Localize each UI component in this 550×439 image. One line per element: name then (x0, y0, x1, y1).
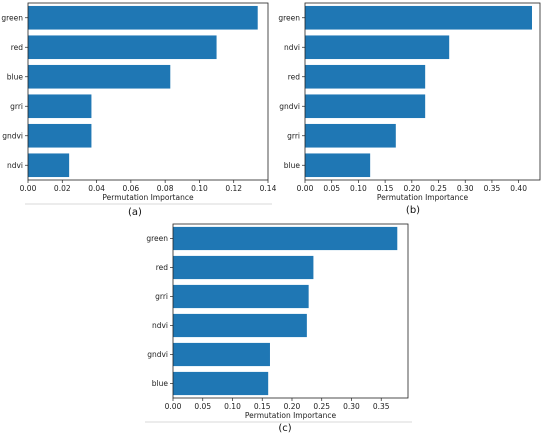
panel-label: (a) (128, 207, 142, 218)
category-label-blue: blue (284, 161, 301, 170)
bar-green (305, 5, 532, 30)
category-label-red: red (288, 72, 301, 81)
x-tick-label: 0.05 (323, 184, 340, 193)
x-tick-label: 0.00 (20, 184, 37, 193)
category-label-blue: blue (152, 379, 169, 388)
x-tick-label: 0.12 (225, 184, 242, 193)
bar-ndvi (173, 313, 307, 338)
x-tick-label: 0.14 (260, 184, 277, 193)
x-tick-label: 0.10 (191, 184, 208, 193)
bar-grri (173, 284, 309, 309)
category-label-green: green (278, 13, 300, 22)
x-axis-label: Permutation Importance (102, 193, 194, 202)
x-tick-label: 0.10 (224, 402, 241, 411)
bar-green (173, 226, 398, 251)
bar-grri (305, 123, 396, 148)
category-label-grri: grri (10, 102, 23, 111)
bar-green (28, 5, 258, 30)
x-tick-label: 0.25 (313, 402, 330, 411)
bar-blue (173, 371, 269, 396)
x-tick-label: 0.00 (165, 402, 182, 411)
x-axis-label: Permutation Importance (377, 193, 469, 202)
x-axis-label: Permutation Importance (245, 411, 337, 420)
panel-label: (b) (406, 205, 420, 216)
bar-blue (305, 153, 371, 178)
bar-gndvi (305, 94, 426, 119)
plot-frame (304, 2, 541, 181)
x-tick-label: 0.30 (457, 184, 474, 193)
x-tick-label: 0.06 (123, 184, 140, 193)
category-label-ndvi: ndvi (284, 43, 300, 52)
bar-red (305, 64, 426, 89)
category-label-green: green (146, 234, 168, 243)
category-label-gndvi: gndvi (2, 131, 23, 140)
bar-ndvi (305, 35, 450, 60)
bar-blue (28, 64, 171, 89)
bar-grri (28, 94, 92, 119)
x-tick-label: 0.00 (297, 184, 314, 193)
x-tick-label: 0.15 (254, 402, 271, 411)
chart-panel-1: green red blue grri gndvi ndvi 0.00 0.02 0.04 0.0… (1, 2, 277, 218)
x-tick-label: 0.35 (373, 402, 390, 411)
bar-gndvi (28, 123, 92, 148)
x-tick-label: 0.40 (510, 184, 527, 193)
category-label-blue: blue (7, 72, 24, 81)
category-label-grri: grri (155, 292, 168, 301)
x-tick-label: 0.25 (430, 184, 447, 193)
x-tick-label: 0.02 (54, 184, 71, 193)
plot-frame (27, 2, 269, 181)
x-tick-label: 0.08 (157, 184, 174, 193)
category-label-gndvi: gndvi (147, 350, 168, 359)
x-tick-label: 0.05 (194, 402, 211, 411)
category-label-red: red (156, 263, 169, 272)
x-tick-label: 0.15 (377, 184, 394, 193)
x-tick-label: 0.20 (403, 184, 420, 193)
category-label-ndvi: ndvi (152, 321, 168, 330)
chart-panel-3: green red grri ndvi gndvi blue 0.00 0.05 0.10 0.1… (146, 223, 409, 434)
category-label-red: red (11, 43, 24, 52)
plot-frame (172, 223, 409, 399)
bar-ndvi (28, 153, 70, 178)
category-label-green: green (1, 13, 23, 22)
category-label-grri: grri (287, 131, 300, 140)
bar-red (173, 255, 314, 280)
category-label-gndvi: gndvi (279, 102, 300, 111)
x-tick-label: 0.10 (350, 184, 367, 193)
bar-red (28, 35, 217, 60)
panel-label: (c) (278, 423, 291, 434)
x-tick-label: 0.30 (343, 402, 360, 411)
x-tick-label: 0.20 (284, 402, 301, 411)
category-label-ndvi: ndvi (7, 161, 23, 170)
bar-gndvi (173, 342, 270, 367)
x-tick-label: 0.04 (88, 184, 105, 193)
chart-panel-2: green ndvi red gndvi grri blue 0.00 0.05 0.10 0.1… (278, 2, 541, 216)
x-tick-label: 0.35 (484, 184, 501, 193)
